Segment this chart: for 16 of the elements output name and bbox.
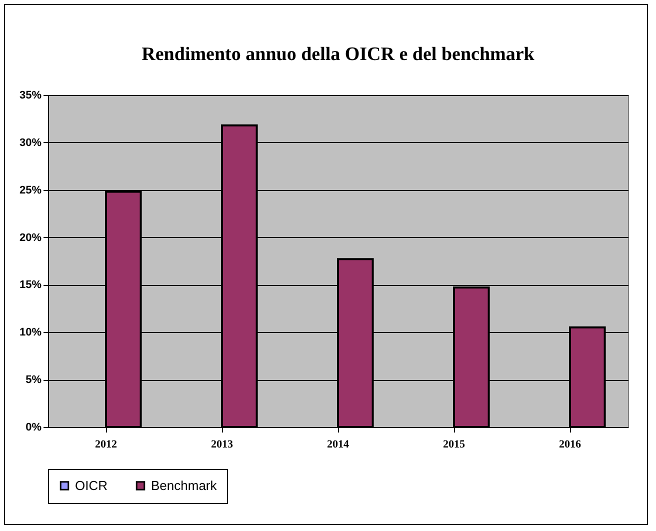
x-tick-label: 2013 [211,438,234,450]
chart-title: Rendimento annuo della OICR e del benchmark [142,44,535,65]
x-tick-label: 2012 [95,438,118,450]
y-tick-label: 30% [19,136,42,149]
legend-label: Benchmark [151,478,218,493]
y-tick-label: 15% [19,279,42,292]
y-tick-label: 25% [19,184,42,196]
x-tick-label: 2015 [443,438,466,450]
y-tick-label: 35% [19,90,42,102]
x-tick-label: 2014 [327,438,350,450]
y-tick-label: 5% [26,374,42,386]
y-tick-label: 0% [26,422,42,434]
legend-label: OICR [75,478,108,493]
y-tick-label: 20% [19,232,42,244]
y-tick-label: 10% [19,326,42,339]
x-tick-label: 2016 [559,438,582,450]
